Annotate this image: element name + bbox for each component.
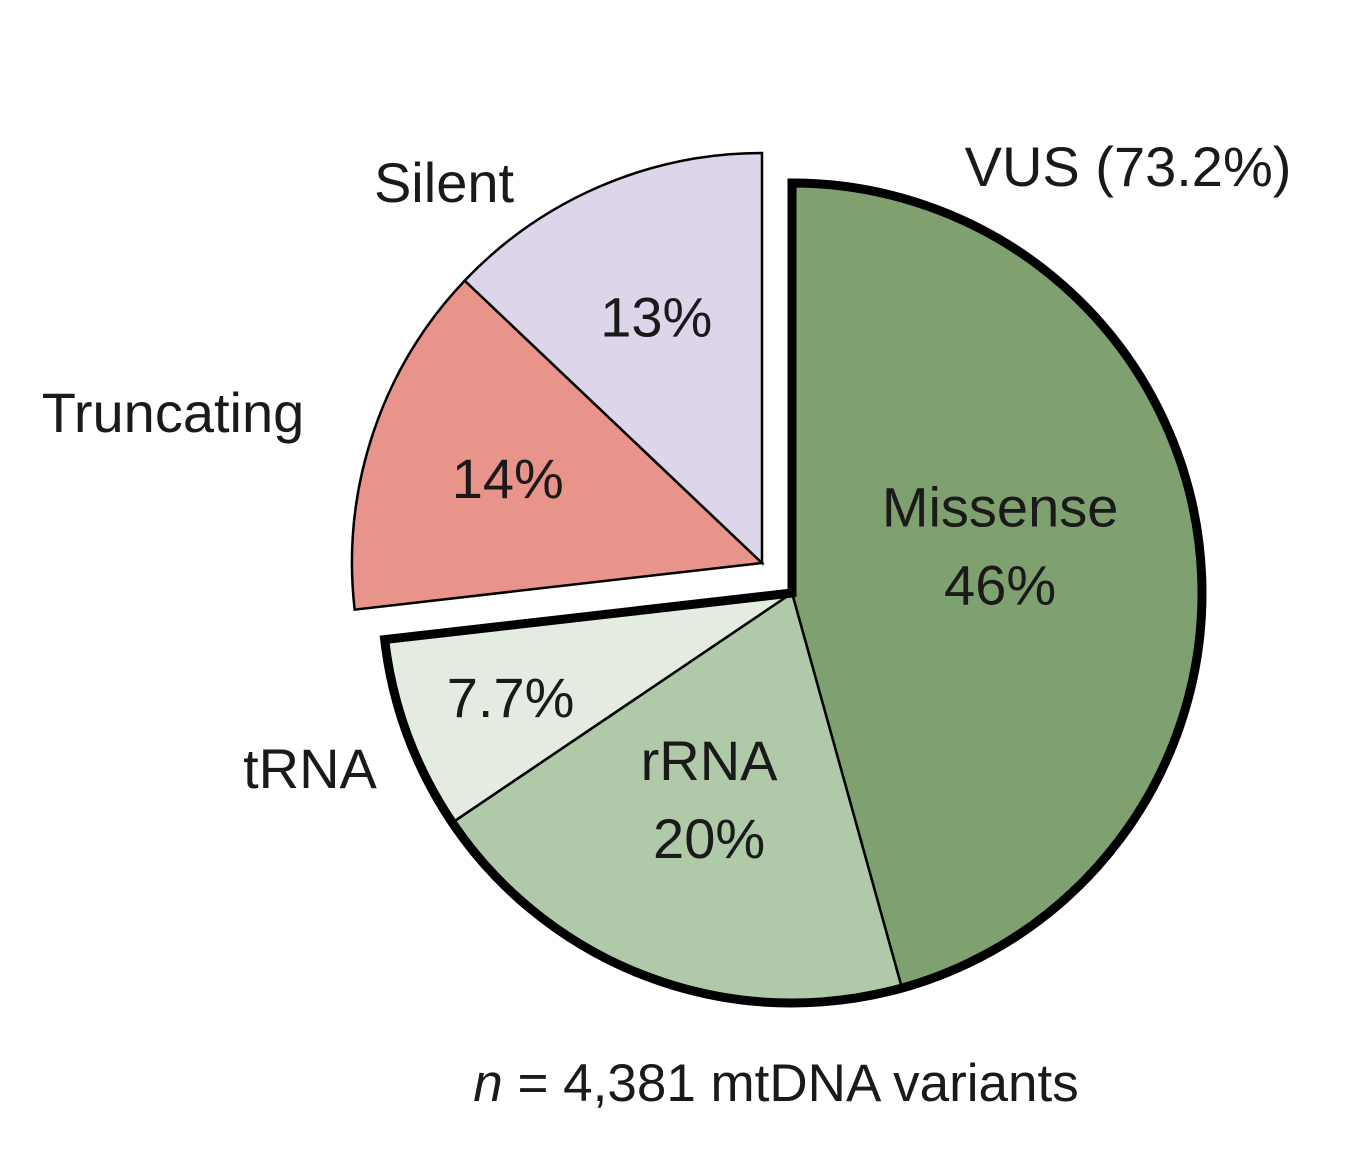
- slice-value-missense: 46%: [944, 554, 1056, 617]
- slice-label-trna: tRNA: [243, 737, 377, 800]
- footnote-text: = 4,381 mtDNA variants: [503, 1054, 1079, 1113]
- pie-labels: Missense 46% rRNA 20% 7.7% tRNA 14% Truncating 1…: [42, 151, 1119, 870]
- slice-value-rrna: 20%: [653, 807, 765, 870]
- slice-label-rrna: rRNA: [641, 729, 779, 792]
- slice-label-missense: Missense: [882, 476, 1119, 539]
- slice-value-trna: 7.7%: [447, 666, 575, 729]
- slice-value-silent: 13%: [600, 286, 712, 349]
- slice-label-silent: Silent: [374, 151, 515, 214]
- chart-footnote: n = 4,381 mtDNA variants: [473, 1054, 1078, 1113]
- vus-group-outline: [379, 178, 1207, 1008]
- slice-silent: [462, 151, 764, 566]
- footnote-variable: n: [473, 1054, 502, 1113]
- pie-slices: [350, 151, 1204, 1005]
- slice-truncating: [350, 278, 765, 611]
- slice-label-truncating: Truncating: [42, 381, 305, 444]
- slice-value-truncating: 14%: [452, 447, 564, 510]
- vus-group-label: VUS (73.2%): [965, 135, 1292, 198]
